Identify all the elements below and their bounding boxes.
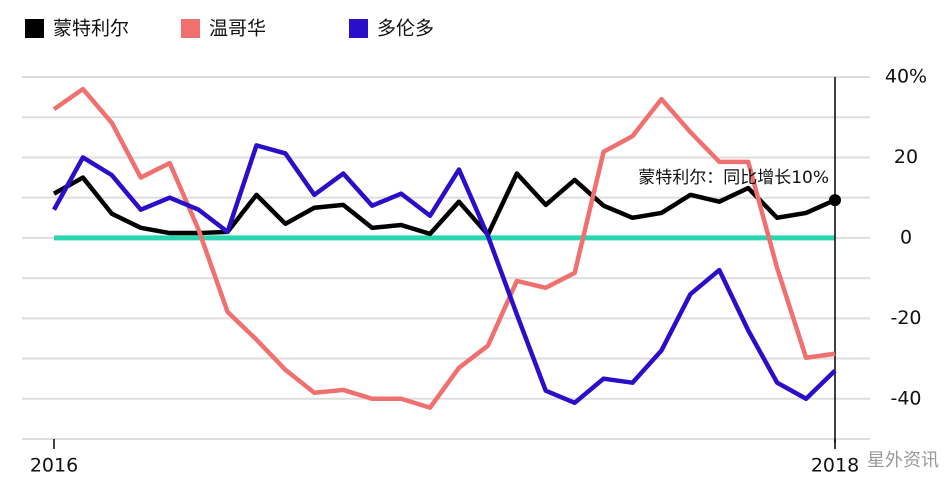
end-dot [829,194,841,207]
x-tick-label: 2018 [811,455,859,477]
legend-swatch [25,19,44,38]
annotation: 蒙特利尔：同比增长10% [638,168,829,188]
legend-swatch [349,19,368,38]
legend-label: 多伦多 [377,18,434,40]
line-series [52,143,837,406]
y-tick-label: 40% [885,66,927,88]
line-series [52,171,836,237]
legend-swatch [181,19,200,38]
y-tick-label: -20 [890,307,921,329]
y-tick-label: 0 [900,226,912,248]
line-series [52,86,836,410]
legend-label: 蒙特利尔 [53,18,129,40]
watermark: 星外资讯 [867,450,939,471]
legend-label: 温哥华 [209,18,266,40]
y-tick-label: -40 [890,387,921,409]
y-tick-label: 20 [894,146,918,168]
x-tick-label: 2016 [30,455,78,477]
